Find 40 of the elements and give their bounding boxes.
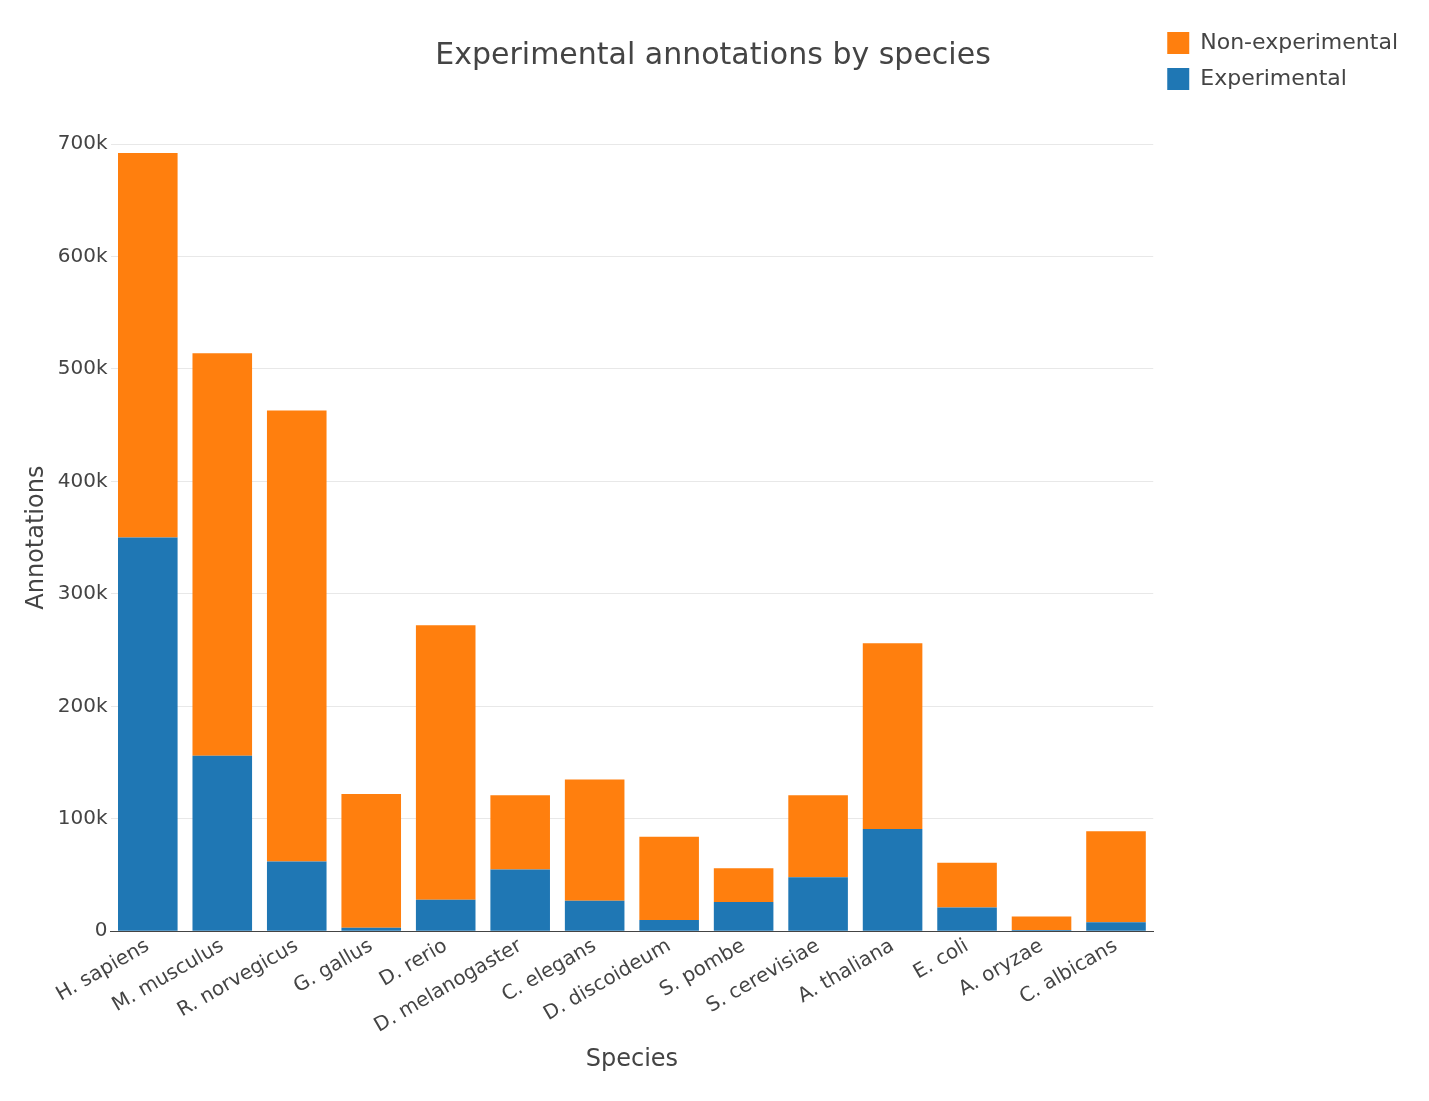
bar xyxy=(788,795,848,878)
bar xyxy=(266,861,327,931)
legend-label: Experimental xyxy=(1200,64,1347,90)
bar xyxy=(192,353,253,756)
bar xyxy=(937,862,997,908)
bar xyxy=(118,153,178,538)
y-tick-label: 100k xyxy=(57,804,108,829)
bar xyxy=(1086,831,1146,923)
bar xyxy=(490,869,550,931)
bar xyxy=(937,907,997,931)
bar xyxy=(341,794,402,928)
bar xyxy=(788,877,848,931)
bar xyxy=(266,410,327,862)
bar xyxy=(118,537,178,931)
y-tick-label: 400k xyxy=(57,467,108,492)
y-tick-label: 200k xyxy=(57,692,108,717)
bar xyxy=(341,927,402,931)
bar xyxy=(639,836,699,920)
y-tick-label: 300k xyxy=(57,580,108,605)
bar xyxy=(415,899,476,931)
bar xyxy=(713,868,774,902)
bar xyxy=(1086,922,1146,931)
bar xyxy=(564,779,625,901)
bar xyxy=(639,919,699,931)
legend-label: Non-experimental xyxy=(1200,28,1399,54)
x-axis-title: Species xyxy=(585,1043,679,1072)
bar xyxy=(713,901,774,931)
bar xyxy=(862,828,923,931)
bar xyxy=(490,795,550,870)
bar xyxy=(192,755,253,931)
y-tick-label: 600k xyxy=(57,242,108,267)
chart-title: Experimental annotations by species xyxy=(435,35,991,71)
bar xyxy=(1011,916,1072,931)
y-tick-label: 500k xyxy=(57,355,108,380)
y-axis-title: Annotations xyxy=(20,465,49,610)
bar xyxy=(862,643,923,829)
y-tick-label: 0 xyxy=(94,917,108,942)
bar xyxy=(415,625,476,900)
y-tick-label: 700k xyxy=(57,130,108,155)
bar xyxy=(564,900,625,931)
